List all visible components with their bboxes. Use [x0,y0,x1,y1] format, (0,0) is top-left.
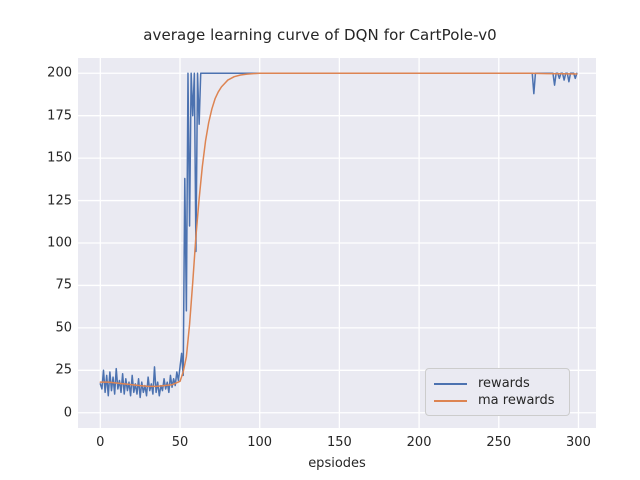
legend-label-ma-rewards: ma rewards [478,393,555,408]
legend-item-rewards[interactable]: rewards [434,375,561,392]
data-series-container [99,72,578,399]
legend-label-rewards: rewards [478,376,530,391]
x-axis-label: epsiodes [308,456,366,471]
plot-area [78,58,596,428]
legend-swatch-rewards [434,382,467,385]
series-line-rewards [99,72,578,399]
x-tick-label: 200 [406,435,432,450]
legend-item-ma-rewards[interactable]: ma rewards [434,392,561,409]
grid-lines [78,58,596,428]
y-tick-label: 75 [55,277,72,293]
y-tick-label: 100 [47,235,72,251]
x-tick-label: 150 [326,435,352,450]
x-tick-label: 100 [247,435,273,450]
series-line-ma-rewards [99,72,578,388]
x-tick-label: 50 [171,435,189,450]
chart-title: average learning curve of DQN for CartPo… [143,26,497,44]
y-tick-label: 150 [47,150,72,166]
x-tick-label: 250 [486,435,512,450]
x-tick-label: 300 [566,435,591,450]
y-tick-label: 175 [47,108,72,124]
y-tick-label: 0 [63,405,72,421]
y-tick-label: 125 [47,193,72,209]
x-tick-label: 0 [96,435,105,450]
y-tick-label: 200 [47,65,72,81]
chart-legend[interactable]: rewards ma rewards [425,368,570,416]
y-tick-label: 50 [55,320,72,336]
legend-swatch-ma-rewards [434,399,467,402]
y-tick-label: 25 [55,362,72,378]
